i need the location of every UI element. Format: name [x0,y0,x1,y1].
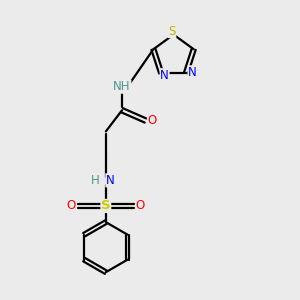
Text: S: S [101,200,111,212]
Text: N: N [160,69,169,82]
Text: O: O [67,200,76,212]
Text: H: H [91,174,100,188]
Text: O: O [136,200,145,212]
Text: N: N [106,174,115,187]
Text: NH: NH [113,80,131,93]
Text: O: O [147,114,157,127]
Text: N: N [188,66,197,79]
Text: S: S [168,25,176,38]
